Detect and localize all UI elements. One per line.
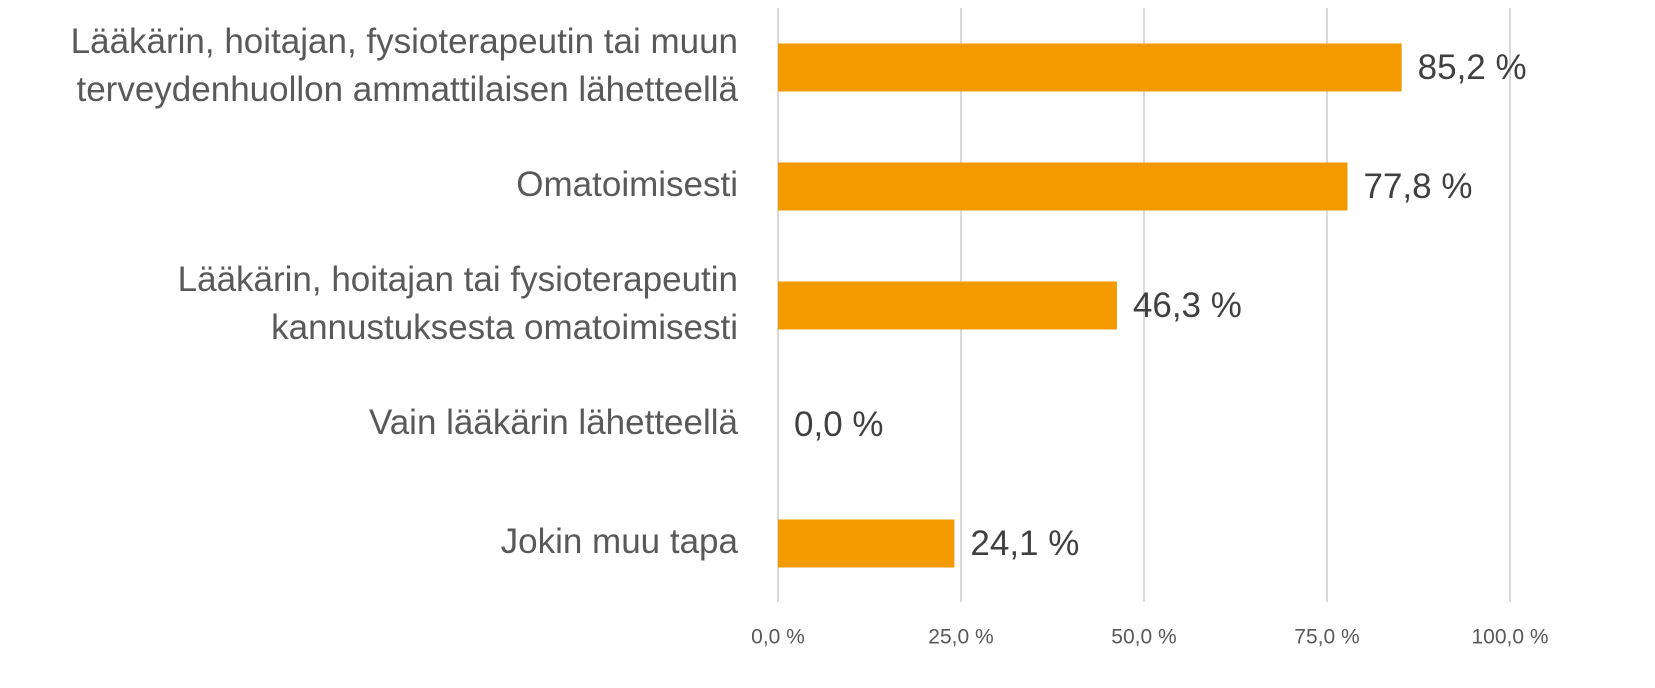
value-label: 0,0 % <box>794 405 884 444</box>
value-label: 85,2 % <box>1418 48 1527 87</box>
bar <box>778 519 955 568</box>
bar <box>778 162 1348 211</box>
category-label: Vain lääkärin lähetteellä <box>369 403 739 442</box>
x-tick-label: 50,0 % <box>1111 626 1176 649</box>
category-label: Lääkärin, hoitajan tai fysioterapeutin <box>178 260 738 299</box>
category-label: Lääkärin, hoitajan, fysioterapeutin tai … <box>71 22 738 61</box>
bar <box>778 43 1402 92</box>
x-tick-label: 100,0 % <box>1471 626 1548 649</box>
value-label: 46,3 % <box>1133 286 1242 325</box>
x-tick-label: 75,0 % <box>1294 626 1359 649</box>
category-label: kannustuksesta omatoimisesti <box>271 308 738 347</box>
value-label: 24,1 % <box>970 524 1079 563</box>
value-label: 77,8 % <box>1363 167 1472 206</box>
bar <box>778 281 1117 330</box>
category-label: Jokin muu tapa <box>501 522 739 561</box>
category-label: Omatoimisesti <box>516 165 738 204</box>
category-label: terveydenhuollon ammattilaisen lähetteel… <box>76 70 738 109</box>
x-tick-label: 0,0 % <box>751 626 805 649</box>
x-tick-label: 25,0 % <box>928 626 993 649</box>
